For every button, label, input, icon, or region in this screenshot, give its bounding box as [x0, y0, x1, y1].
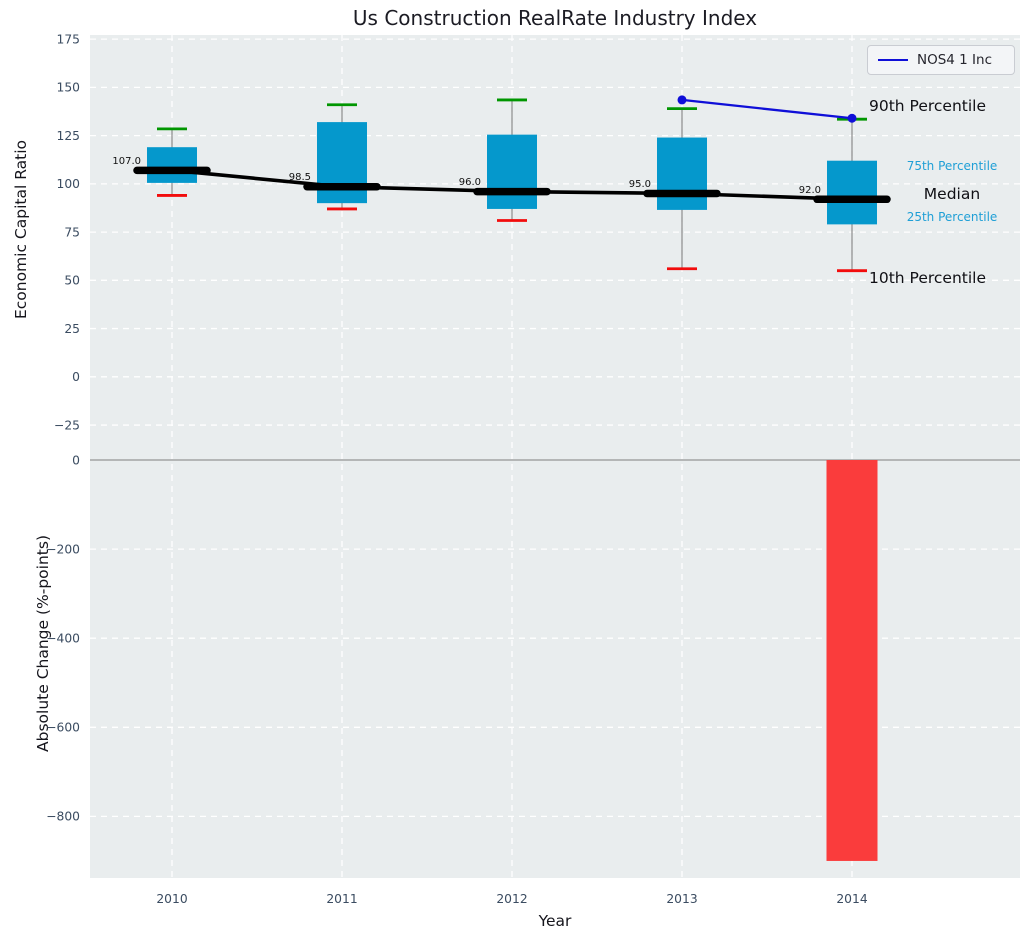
change-bar-2014: [826, 460, 878, 861]
ytick-top-175: 175: [57, 32, 80, 46]
xtick-2010: 2010: [156, 892, 187, 906]
median-value-label-2012: 96.0: [459, 177, 481, 188]
xtick-2011: 2011: [326, 892, 357, 906]
xtick-2012: 2012: [496, 892, 527, 906]
annotation-90th-percentile: 90th Percentile: [869, 97, 987, 115]
ytick-top-75: 75: [64, 225, 80, 239]
chart-title: Us Construction RealRate Industry Index: [352, 6, 758, 30]
box-2010: [147, 147, 197, 183]
annotation-75th-percentile: 75th Percentile: [906, 159, 998, 173]
median-value-label-2014: 92.0: [799, 185, 821, 196]
annotation-10th-percentile: 10th Percentile: [869, 269, 987, 287]
ytick-bottom-−800: −800: [46, 810, 80, 824]
ytick-top-−25: −25: [54, 418, 80, 432]
ytick-top-25: 25: [64, 322, 80, 336]
company-dot-2013: [677, 95, 687, 105]
ytick-top-125: 125: [57, 129, 80, 143]
ytick-bottom-0: 0: [72, 453, 80, 467]
median-value-label-2011: 98.5: [289, 172, 311, 183]
plot-background: [90, 35, 1020, 878]
company-dot-2014: [847, 113, 857, 123]
box-2012: [487, 134, 537, 209]
xtick-2013: 2013: [666, 892, 697, 906]
legend: NOS4 1 Inc: [867, 45, 1015, 75]
annotation-median: Median: [923, 185, 981, 203]
xtick-2014: 2014: [836, 892, 867, 906]
box-2014: [827, 160, 877, 225]
ytick-bottom-−200: −200: [46, 542, 80, 556]
legend-label: NOS4 1 Inc: [917, 52, 993, 68]
median-value-label-2010: 107.0: [112, 156, 141, 167]
box-2013: [657, 137, 707, 210]
ytick-top-150: 150: [57, 81, 80, 95]
ytick-bottom-−600: −600: [46, 721, 80, 735]
box-2011: [317, 122, 367, 204]
ytick-top-100: 100: [57, 177, 80, 191]
legend-line-sample: [878, 59, 908, 61]
ytick-bottom-−400: −400: [46, 632, 80, 646]
ytick-top-0: 0: [72, 370, 80, 384]
company-line: [681, 98, 853, 120]
median-value-label-2013: 95.0: [629, 179, 651, 190]
x-axis-label: Year: [538, 912, 572, 930]
ytick-top-50: 50: [64, 274, 80, 288]
annotation-25th-percentile: 25th Percentile: [906, 210, 998, 224]
